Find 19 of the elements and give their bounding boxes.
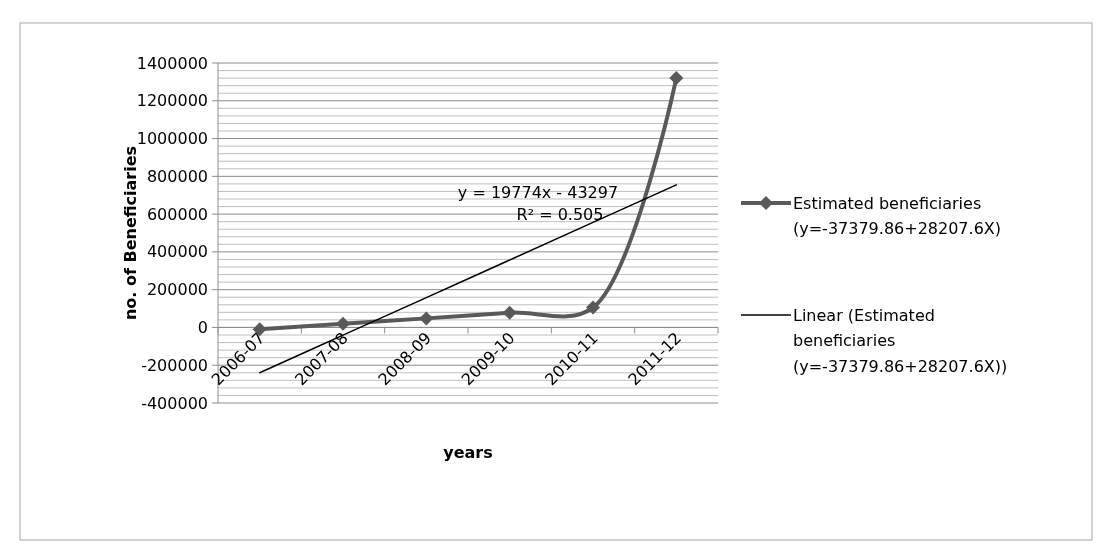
point xyxy=(502,305,517,320)
point xyxy=(419,311,434,326)
y-tick-label: 1200000 xyxy=(136,91,208,111)
y-tick-label: 200000 xyxy=(146,280,208,300)
y-tick-label: 1400000 xyxy=(136,53,208,73)
legend-label: Estimated beneficiaries (y=-37379.86+28207.6X) xyxy=(793,193,1002,239)
x-axis-title: years xyxy=(443,443,493,462)
y-tick-label: -200000 xyxy=(141,355,208,375)
y-tick-label: 800000 xyxy=(146,166,208,186)
point xyxy=(669,71,684,86)
annotation: y = 19774x - 43297 xyxy=(457,183,619,202)
y-tick-label: 600000 xyxy=(146,204,208,224)
y-tick-label: 400000 xyxy=(146,242,208,262)
annotation: R² = 0.505 xyxy=(516,205,604,224)
y-tick-label: -400000 xyxy=(141,393,208,413)
point xyxy=(336,316,350,331)
y-tick-label: 0 xyxy=(197,318,208,338)
legend-label: Linear (Estimated beneficiaries (y=-37379.86+28207.6X)) xyxy=(793,305,1008,376)
point xyxy=(586,300,600,315)
